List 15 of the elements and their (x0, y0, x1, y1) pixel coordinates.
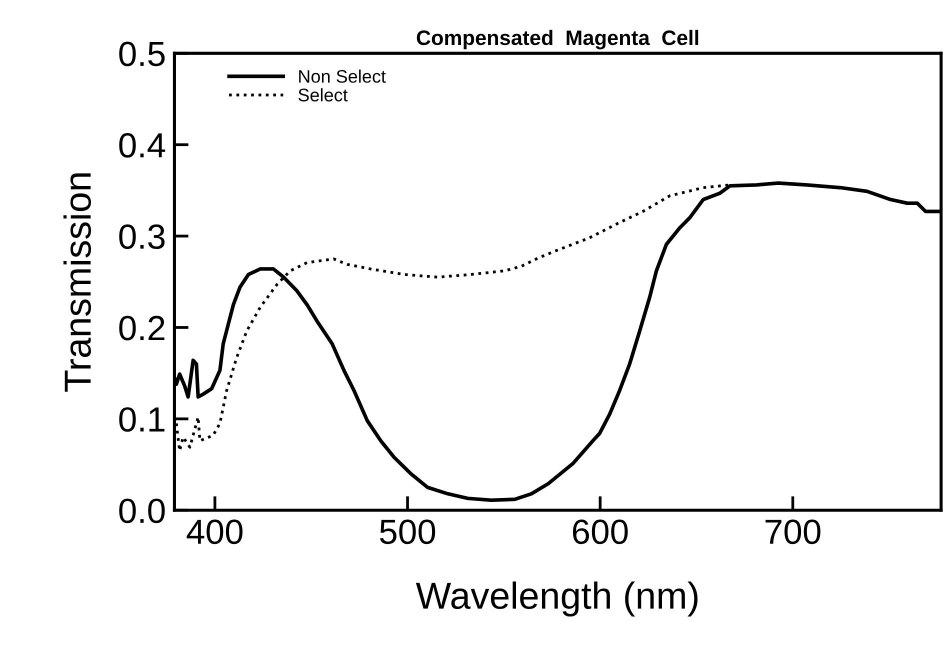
y-tick-label: 0.2 (119, 316, 164, 340)
y-tick-label: 0.0 (119, 498, 165, 524)
x-tick-label: 400 (186, 520, 243, 544)
legend-label: Select (298, 88, 348, 102)
y-tick-label: 0.5 (119, 42, 165, 66)
chart-title: Compensated Magenta Cell (416, 30, 698, 50)
y-tick-label: 0.1 (119, 407, 164, 432)
x-tick-label: 500 (380, 520, 436, 544)
x-tick-label: 600 (572, 520, 628, 544)
x-tick-label: 700 (766, 520, 820, 544)
x-axis-title: Wavelength (nm) (416, 582, 698, 616)
y-tick-label: 0.3 (119, 224, 165, 250)
y-tick-label: 0.4 (119, 133, 166, 158)
legend-label: Non Select (299, 70, 386, 83)
y-axis-title: Transmission (63, 173, 91, 392)
